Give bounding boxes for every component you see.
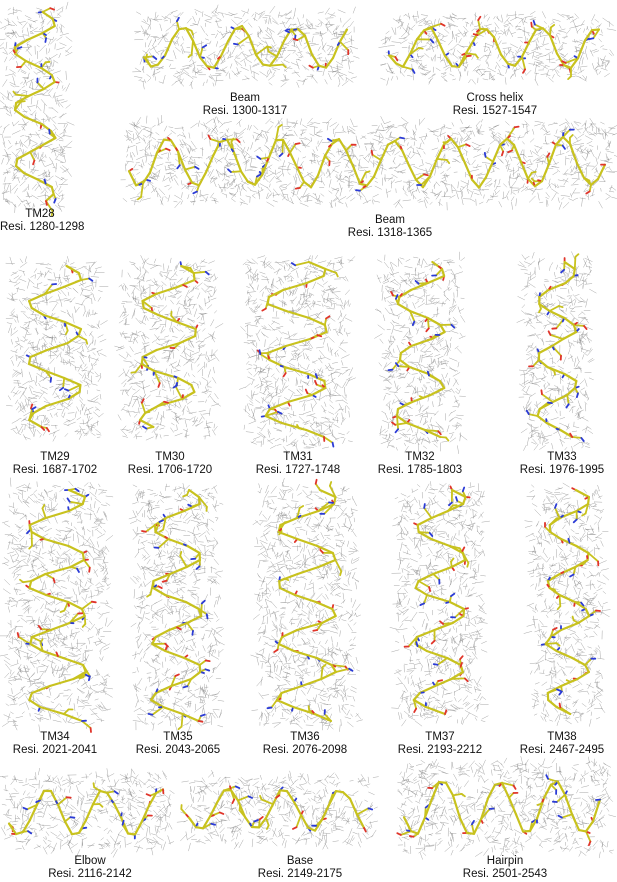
panel-name: TM31 bbox=[283, 451, 313, 463]
caption-beam-1300: Beam Resi. 1300-1317 bbox=[195, 92, 295, 118]
density-map-beam-1318 bbox=[120, 115, 617, 211]
density-map-hairpin bbox=[396, 756, 617, 860]
caption-tm28: TM28 Resi. 1280-1298 bbox=[0, 208, 85, 234]
caption-cross-helix: Cross helix Resi. 1527-1547 bbox=[440, 92, 550, 118]
density-map-base bbox=[176, 770, 379, 852]
panel-residues: Resi. 2116-2142 bbox=[48, 868, 132, 880]
panel-name: Beam bbox=[229, 92, 261, 104]
density-map-tm36 bbox=[250, 477, 363, 732]
density-map-tm28 bbox=[0, 1, 75, 217]
caption-tm34: TM34 Resi. 2021-2041 bbox=[5, 731, 105, 757]
density-map-tm31 bbox=[238, 255, 356, 454]
panel-name: Base bbox=[286, 855, 314, 867]
caption-tm33: TM33 Resi. 1976-1995 bbox=[512, 451, 612, 477]
panel-name: TM34 bbox=[40, 731, 70, 743]
caption-tm37: TM37 Resi. 2193-2212 bbox=[390, 731, 490, 757]
density-map-beam-1300 bbox=[132, 4, 360, 90]
panel-name: TM28 bbox=[25, 208, 55, 220]
panel-residues: Resi. 1280-1298 bbox=[0, 221, 85, 233]
panel-name: TM30 bbox=[155, 451, 185, 463]
density-map-tm34 bbox=[0, 477, 114, 733]
density-map-tm32 bbox=[374, 251, 468, 454]
panel-name: Cross helix bbox=[466, 92, 524, 104]
caption-tm36: TM36 Resi. 2076-2098 bbox=[255, 731, 355, 757]
panel-name: TM35 bbox=[163, 731, 193, 743]
panel-name: TM36 bbox=[290, 731, 320, 743]
panel-residues: Resi. 2467-2495 bbox=[519, 744, 605, 756]
panel-name: TM29 bbox=[40, 451, 70, 463]
panel-residues: Resi. 2149-2175 bbox=[257, 868, 343, 880]
caption-elbow: Elbow Resi. 2116-2142 bbox=[40, 855, 140, 881]
panel-name: Beam bbox=[374, 214, 406, 226]
panel-residues: Resi. 1527-1547 bbox=[452, 105, 538, 117]
panel-residues: Resi. 2193-2212 bbox=[397, 744, 483, 756]
caption-tm29: TM29 Resi. 1687-1702 bbox=[5, 451, 105, 477]
caption-tm30: TM30 Resi. 1706-1720 bbox=[120, 451, 220, 477]
caption-beam-1318: Beam Resi. 1318-1365 bbox=[340, 214, 440, 240]
density-map-tm33 bbox=[516, 251, 597, 452]
density-map-elbow bbox=[0, 767, 175, 858]
panel-name: TM32 bbox=[405, 451, 435, 463]
density-map-tm29 bbox=[5, 256, 109, 442]
density-map-tm37 bbox=[389, 481, 490, 727]
panel-residues: Resi. 2021-2041 bbox=[12, 744, 98, 756]
density-map-tm30 bbox=[114, 255, 224, 441]
panel-residues: Resi. 1727-1748 bbox=[255, 464, 341, 476]
panel-residues: Resi. 1318-1365 bbox=[347, 227, 433, 239]
panel-name: Elbow bbox=[74, 855, 106, 867]
density-map-tm35 bbox=[128, 483, 225, 732]
caption-tm32: TM32 Resi. 1785-1803 bbox=[370, 451, 470, 477]
panel-residues: Resi. 2501-2543 bbox=[462, 868, 548, 880]
panel-residues: Resi. 2043-2065 bbox=[135, 744, 221, 756]
panel-residues: Resi. 1785-1803 bbox=[377, 464, 463, 476]
density-map-tm38 bbox=[523, 482, 611, 727]
caption-hairpin: Hairpin Resi. 2501-2543 bbox=[455, 855, 555, 881]
panel-name: TM38 bbox=[547, 731, 577, 743]
caption-tm38: TM38 Resi. 2467-2495 bbox=[512, 731, 612, 757]
panel-name: TM33 bbox=[547, 451, 577, 463]
panel-residues: Resi. 1300-1317 bbox=[202, 105, 288, 117]
panel-residues: Resi. 1976-1995 bbox=[519, 464, 605, 476]
caption-tm31: TM31 Resi. 1727-1748 bbox=[248, 451, 348, 477]
panel-residues: Resi. 1706-1720 bbox=[127, 464, 213, 476]
panel-name: Hairpin bbox=[486, 855, 524, 867]
panel-residues: Resi. 1687-1702 bbox=[12, 464, 98, 476]
caption-tm35: TM35 Resi. 2043-2065 bbox=[128, 731, 228, 757]
panel-residues: Resi. 2076-2098 bbox=[262, 744, 348, 756]
panel-name: TM37 bbox=[425, 731, 455, 743]
caption-base: Base Resi. 2149-2175 bbox=[250, 855, 350, 881]
density-map-cross-helix bbox=[378, 10, 617, 86]
